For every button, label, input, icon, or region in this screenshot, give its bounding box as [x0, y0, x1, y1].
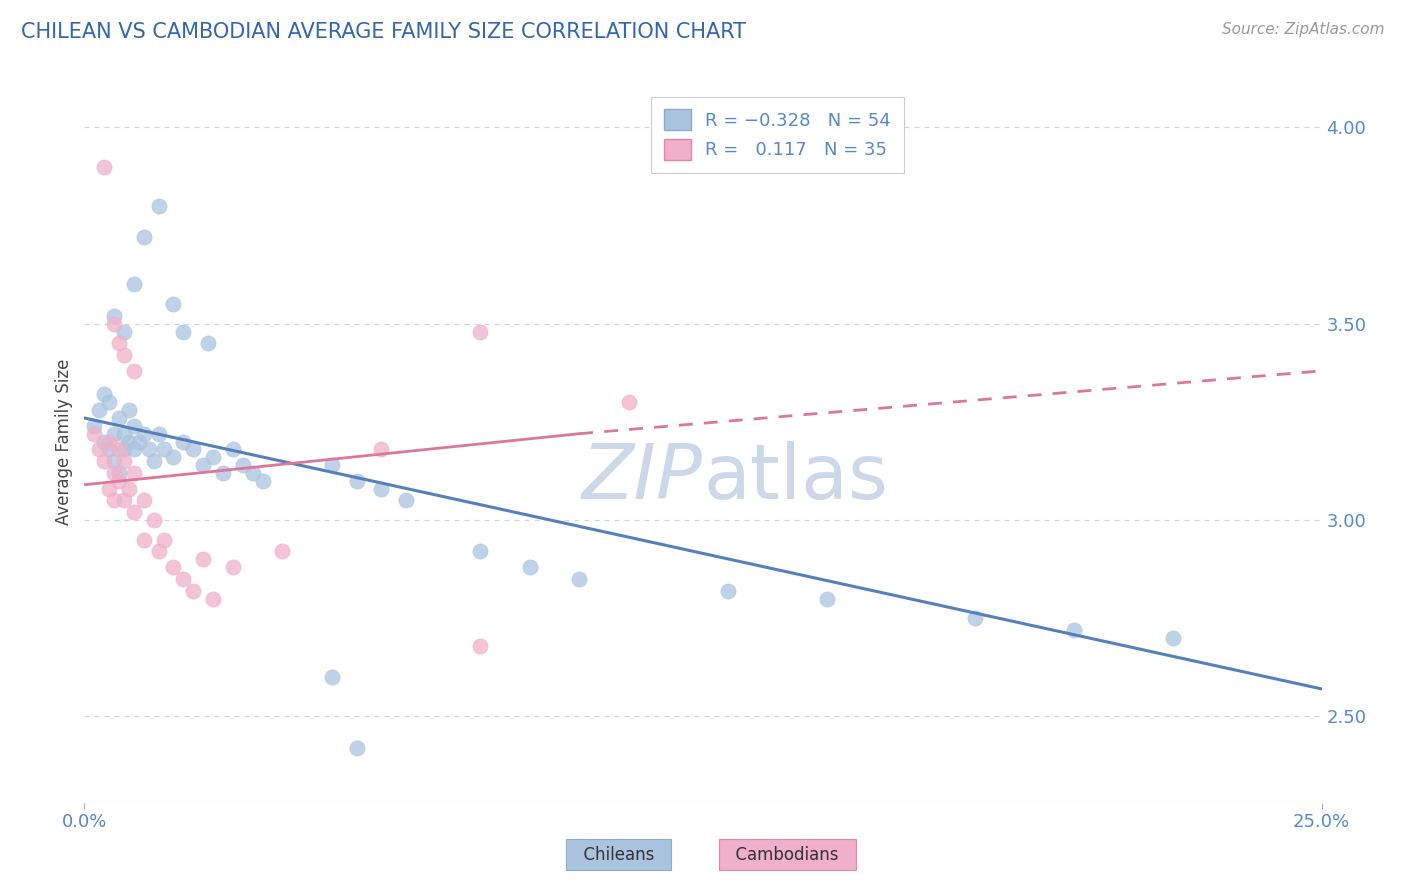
- Point: [118, 434, 141, 449]
- Point: [122, 466, 145, 480]
- Point: [191, 552, 214, 566]
- Point: [212, 466, 235, 480]
- Point: [108, 336, 131, 351]
- Point: [568, 572, 591, 586]
- Legend: R = −0.328   N = 54, R =   0.117   N = 35: R = −0.328 N = 54, R = 0.117 N = 35: [651, 96, 904, 172]
- Point: [242, 466, 264, 480]
- Point: [132, 493, 155, 508]
- Text: ZIP: ZIP: [582, 441, 703, 515]
- Point: [181, 442, 204, 457]
- Point: [103, 493, 125, 508]
- Point: [717, 583, 740, 598]
- Point: [108, 474, 131, 488]
- Point: [138, 442, 160, 457]
- Point: [132, 533, 155, 547]
- Point: [98, 442, 121, 457]
- Point: [181, 583, 204, 598]
- Point: [98, 434, 121, 449]
- Point: [321, 458, 343, 472]
- Point: [142, 454, 165, 468]
- Point: [108, 442, 131, 457]
- Point: [148, 426, 170, 441]
- Point: [98, 482, 121, 496]
- Point: [108, 411, 131, 425]
- Point: [108, 466, 131, 480]
- Point: [222, 442, 245, 457]
- Point: [617, 395, 640, 409]
- Point: [519, 560, 541, 574]
- Point: [1063, 623, 1085, 637]
- Point: [148, 199, 170, 213]
- Point: [122, 505, 145, 519]
- Point: [93, 160, 115, 174]
- Text: CHILEAN VS CAMBODIAN AVERAGE FAMILY SIZE CORRELATION CHART: CHILEAN VS CAMBODIAN AVERAGE FAMILY SIZE…: [21, 22, 747, 42]
- Point: [470, 544, 492, 558]
- Point: [122, 277, 145, 292]
- Point: [112, 348, 135, 362]
- Point: [93, 434, 115, 449]
- Point: [98, 395, 121, 409]
- Point: [395, 493, 418, 508]
- Point: [222, 560, 245, 574]
- Point: [346, 740, 368, 755]
- Point: [162, 560, 184, 574]
- Point: [152, 442, 174, 457]
- Point: [122, 364, 145, 378]
- Point: [122, 418, 145, 433]
- Point: [128, 434, 150, 449]
- Point: [271, 544, 294, 558]
- Point: [89, 442, 111, 457]
- Point: [132, 426, 155, 441]
- Point: [965, 611, 987, 625]
- Point: [152, 533, 174, 547]
- Point: [172, 434, 194, 449]
- Point: [93, 387, 115, 401]
- Point: [118, 482, 141, 496]
- Point: [346, 474, 368, 488]
- Point: [103, 309, 125, 323]
- Point: [202, 450, 225, 465]
- Point: [148, 544, 170, 558]
- Point: [112, 493, 135, 508]
- Point: [470, 639, 492, 653]
- Text: Source: ZipAtlas.com: Source: ZipAtlas.com: [1222, 22, 1385, 37]
- Point: [93, 454, 115, 468]
- Y-axis label: Average Family Size: Average Family Size: [55, 359, 73, 524]
- Point: [197, 336, 219, 351]
- Point: [370, 482, 392, 496]
- Point: [815, 591, 838, 606]
- Point: [112, 426, 135, 441]
- Text: Cambodians: Cambodians: [725, 846, 849, 863]
- Point: [202, 591, 225, 606]
- Point: [112, 442, 135, 457]
- Point: [252, 474, 274, 488]
- Point: [103, 426, 125, 441]
- Point: [191, 458, 214, 472]
- Point: [172, 572, 194, 586]
- Text: atlas: atlas: [703, 441, 887, 515]
- Point: [118, 403, 141, 417]
- Text: Chileans: Chileans: [572, 846, 665, 863]
- Point: [89, 403, 111, 417]
- Point: [232, 458, 254, 472]
- Point: [470, 325, 492, 339]
- Point: [103, 466, 125, 480]
- Point: [112, 454, 135, 468]
- Point: [172, 325, 194, 339]
- Point: [132, 230, 155, 244]
- Point: [1161, 631, 1184, 645]
- Point: [122, 442, 145, 457]
- Point: [162, 297, 184, 311]
- Point: [370, 442, 392, 457]
- Point: [103, 317, 125, 331]
- Point: [83, 418, 105, 433]
- Point: [142, 513, 165, 527]
- Point: [162, 450, 184, 465]
- Point: [321, 670, 343, 684]
- Point: [103, 454, 125, 468]
- Point: [112, 325, 135, 339]
- Point: [83, 426, 105, 441]
